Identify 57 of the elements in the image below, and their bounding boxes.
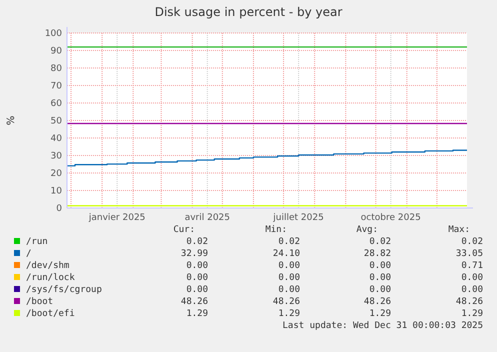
text: 0.02 xyxy=(369,237,391,247)
x-tick-label: janvier 2025 xyxy=(88,213,146,223)
y-tick-label: 50 xyxy=(50,116,62,127)
text: 0.02 xyxy=(278,237,300,247)
y-tick-label: 80 xyxy=(50,64,62,74)
text: Cur: xyxy=(173,225,195,235)
text: 1.29 xyxy=(278,309,300,319)
x-tick-label: octobre 2025 xyxy=(360,213,421,223)
text: Max: xyxy=(448,225,470,235)
text: 48.26 xyxy=(272,297,300,307)
text: 0.00 xyxy=(186,285,208,295)
text: 0.02 xyxy=(186,237,208,247)
text: 0.00 xyxy=(186,261,208,271)
y-tick-label: 20 xyxy=(50,169,62,180)
text: 0.00 xyxy=(186,273,208,283)
y-axis-title: % xyxy=(6,116,17,126)
y-tick-label: 0 xyxy=(56,204,62,214)
text: Last update: Wed Dec 31 00:00:03 2025 xyxy=(282,321,483,331)
x-tick-label: avril 2025 xyxy=(184,213,230,223)
text: 48.26 xyxy=(456,297,483,307)
text: 1.29 xyxy=(186,309,208,319)
legend-label: /boot xyxy=(26,297,54,307)
y-tick-label: 40 xyxy=(50,134,62,144)
text: 1.29 xyxy=(369,309,391,319)
text: 24.10 xyxy=(272,249,300,259)
text: 0.02 xyxy=(461,237,483,247)
text: 0.00 xyxy=(369,273,391,283)
y-tick-label: 30 xyxy=(50,152,62,162)
text: 28.82 xyxy=(364,249,391,259)
text: 33.05 xyxy=(456,249,483,259)
legend-label: /sys/fs/cgroup xyxy=(26,285,102,295)
text: 0.00 xyxy=(369,285,391,295)
text: 0.00 xyxy=(369,261,391,271)
text: 0.00 xyxy=(278,285,300,295)
y-tick-label: 90 xyxy=(50,46,62,57)
y-tick-label: 60 xyxy=(50,99,62,110)
legend-label: /dev/shm xyxy=(26,261,70,271)
text: 0.00 xyxy=(461,273,483,283)
text: 48.26 xyxy=(364,297,391,307)
y-tick-label: 10 xyxy=(50,186,62,197)
legend-label: / xyxy=(26,249,32,259)
chart-title: Disk usage in percent - by year xyxy=(154,5,342,19)
text: 0.00 xyxy=(278,273,300,283)
text: 0.00 xyxy=(278,261,300,271)
text: 32.99 xyxy=(180,249,208,259)
text: 1.29 xyxy=(461,309,483,319)
legend-label: /run xyxy=(26,237,48,247)
text: Avg: xyxy=(356,225,378,235)
y-tick-label: 100 xyxy=(44,29,62,40)
text: 48.26 xyxy=(180,297,208,307)
text: Min: xyxy=(265,225,287,235)
text: 0.71 xyxy=(461,261,483,271)
legend-label: /boot/efi xyxy=(26,309,75,319)
text: 0.00 xyxy=(461,285,483,295)
x-tick-label: juillet 2025 xyxy=(272,213,324,223)
y-tick-label: 70 xyxy=(50,82,62,92)
legend-label: /run/lock xyxy=(26,273,76,283)
